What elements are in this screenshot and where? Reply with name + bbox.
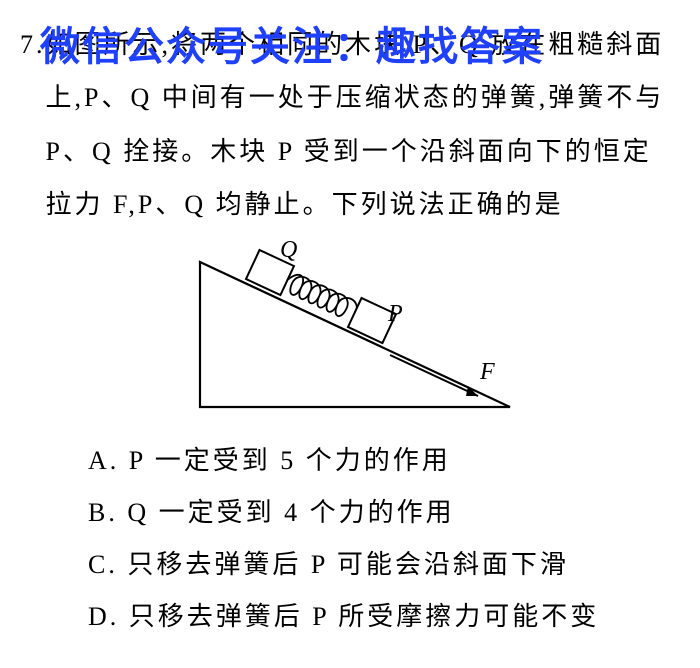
- options-list: A. P 一定受到 5 个力的作用 B. Q 一定受到 4 个力的作用 C. 只…: [20, 435, 680, 643]
- spring-icon: [282, 271, 360, 322]
- watermark-text: 微信公众号关注：趣找答案: [40, 14, 544, 72]
- option-b: B. Q 一定受到 4 个力的作用: [88, 487, 680, 539]
- stem-line-2: 上,P、Q 中间有一处于压缩状态的弹簧,弹簧不与: [46, 83, 665, 112]
- option-c: C. 只移去弹簧后 P 可能会沿斜面下滑: [88, 539, 680, 591]
- incline-triangle: [200, 262, 510, 407]
- label-p: P: [387, 301, 403, 327]
- question-block: 7. 如图所示,将两个相同的木块 P、Q 放在粗糙斜面 上,P、Q 中间有一处于…: [0, 0, 700, 643]
- stem-line-3: P、Q 拴接。木块 P 受到一个沿斜面向下的恒定: [46, 137, 652, 166]
- stem-line-4: 拉力 F,P、Q 均静止。下列说法正确的是: [46, 190, 564, 219]
- diagram-container: Q P F: [20, 237, 680, 427]
- inclined-plane-diagram: Q P F: [170, 237, 530, 427]
- force-arrow: [390, 355, 478, 396]
- option-a: A. P 一定受到 5 个力的作用: [88, 435, 680, 487]
- label-q: Q: [280, 237, 297, 263]
- option-d: D. 只移去弹簧后 P 所受摩擦力可能不变: [88, 591, 680, 643]
- label-f: F: [479, 359, 495, 385]
